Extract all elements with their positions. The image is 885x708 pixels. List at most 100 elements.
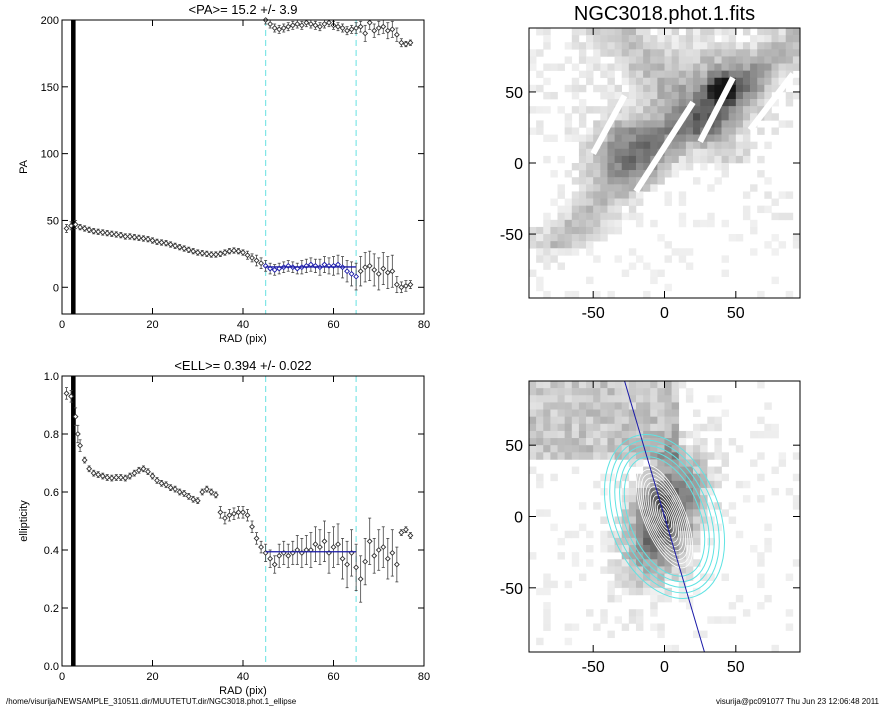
image-pixel bbox=[685, 262, 694, 270]
data-point bbox=[167, 241, 174, 248]
image-pixel bbox=[628, 395, 637, 403]
image-pixel bbox=[550, 255, 558, 263]
image-pixel bbox=[578, 113, 587, 121]
image-pixel bbox=[578, 184, 587, 192]
data-point bbox=[212, 251, 219, 258]
image-pixel bbox=[700, 423, 708, 432]
image-pixel bbox=[628, 262, 637, 270]
image-pixel bbox=[536, 234, 544, 242]
image-pixel bbox=[600, 234, 608, 242]
image-pixel bbox=[650, 545, 658, 553]
image-pixel bbox=[536, 452, 544, 460]
image-pixel bbox=[586, 438, 594, 446]
image-pixel bbox=[543, 452, 551, 460]
image-pixel bbox=[650, 70, 658, 79]
image-pixel bbox=[771, 423, 779, 432]
image-pixel bbox=[785, 91, 794, 100]
isophote-ellipse-inner bbox=[645, 481, 684, 552]
image-pixel bbox=[607, 99, 615, 107]
data-point bbox=[212, 491, 219, 498]
image-pixel bbox=[685, 537, 694, 546]
image-pixel bbox=[536, 84, 544, 93]
image-pixel bbox=[650, 423, 658, 432]
image-pixel bbox=[700, 106, 708, 114]
image-pixel bbox=[728, 35, 737, 43]
image-pixel bbox=[721, 106, 729, 114]
x-tick-label: 60 bbox=[327, 319, 339, 331]
image-pixel bbox=[650, 388, 658, 396]
image-pixel bbox=[778, 70, 787, 79]
image-pixel bbox=[678, 134, 687, 142]
image-pixel bbox=[529, 56, 537, 64]
image-pixel bbox=[628, 609, 637, 617]
data-point bbox=[208, 489, 215, 495]
image-pixel bbox=[621, 566, 630, 574]
image-pixel bbox=[635, 84, 644, 93]
image-pixel bbox=[621, 70, 630, 79]
image-pixel bbox=[557, 452, 565, 460]
image-pixel bbox=[614, 594, 623, 603]
image-pixel bbox=[700, 49, 708, 57]
image-pixel bbox=[650, 445, 658, 453]
image-pixel bbox=[664, 49, 672, 57]
data-point bbox=[371, 266, 378, 273]
image-pixel bbox=[578, 445, 587, 453]
data-point bbox=[77, 224, 84, 231]
ellipticity-plot: 0 20 40 60 800.00.20.40.60.81.0<ELL>= 0.394 … bbox=[18, 358, 430, 697]
image-pixel bbox=[586, 70, 594, 79]
image-pixel bbox=[543, 409, 551, 417]
image-pixel bbox=[593, 35, 601, 43]
image-pixel bbox=[664, 487, 672, 496]
image-pixel bbox=[657, 630, 665, 639]
image-pixel bbox=[785, 28, 794, 36]
image-pixel bbox=[664, 127, 672, 135]
image-pixel bbox=[714, 77, 722, 86]
image-pixel bbox=[643, 487, 651, 496]
image-pixel bbox=[657, 623, 665, 631]
image-pixel bbox=[657, 56, 665, 64]
image-pixel bbox=[643, 395, 651, 403]
data-point bbox=[366, 262, 373, 269]
image-pixel bbox=[593, 120, 601, 128]
data-point bbox=[176, 244, 183, 251]
image-pixel bbox=[728, 516, 737, 524]
image-pixel bbox=[593, 155, 601, 164]
image-pixel bbox=[557, 155, 565, 164]
image-pixel bbox=[586, 219, 594, 228]
image-pixel bbox=[593, 163, 601, 171]
data-point bbox=[271, 25, 278, 31]
image-pixel bbox=[714, 466, 722, 475]
image-pixel bbox=[564, 580, 573, 589]
image-pixel bbox=[742, 99, 751, 107]
data-point bbox=[167, 484, 174, 491]
x-tick-label: 0 bbox=[660, 659, 669, 676]
image-pixel bbox=[764, 423, 772, 432]
image-pixel bbox=[600, 452, 608, 460]
image-pixel bbox=[635, 537, 644, 546]
image-pixel bbox=[586, 163, 594, 171]
image-pixel bbox=[564, 388, 573, 396]
image-pixel bbox=[607, 430, 615, 439]
image-pixel bbox=[550, 226, 558, 235]
image-pixel bbox=[550, 430, 558, 439]
image-pixel bbox=[771, 70, 779, 79]
image-pixel bbox=[643, 530, 651, 539]
image-pixel bbox=[536, 276, 544, 285]
image-pixel bbox=[778, 77, 787, 86]
image-pixel bbox=[714, 438, 722, 446]
image-pixel bbox=[529, 381, 537, 389]
image-pixel bbox=[621, 198, 630, 206]
image-pixel bbox=[571, 191, 580, 199]
image-pixel bbox=[671, 49, 680, 57]
image-pixel bbox=[735, 127, 744, 135]
image-pixel bbox=[700, 70, 708, 79]
data-point bbox=[249, 254, 255, 261]
image-pixel bbox=[721, 99, 729, 107]
image-pixel bbox=[550, 219, 558, 228]
image-pixel bbox=[600, 438, 608, 446]
image-pixel bbox=[621, 487, 630, 496]
image-pixel bbox=[536, 430, 544, 439]
image-pixel bbox=[728, 99, 737, 107]
image-pixel bbox=[564, 452, 573, 460]
image-pixel bbox=[707, 84, 715, 93]
